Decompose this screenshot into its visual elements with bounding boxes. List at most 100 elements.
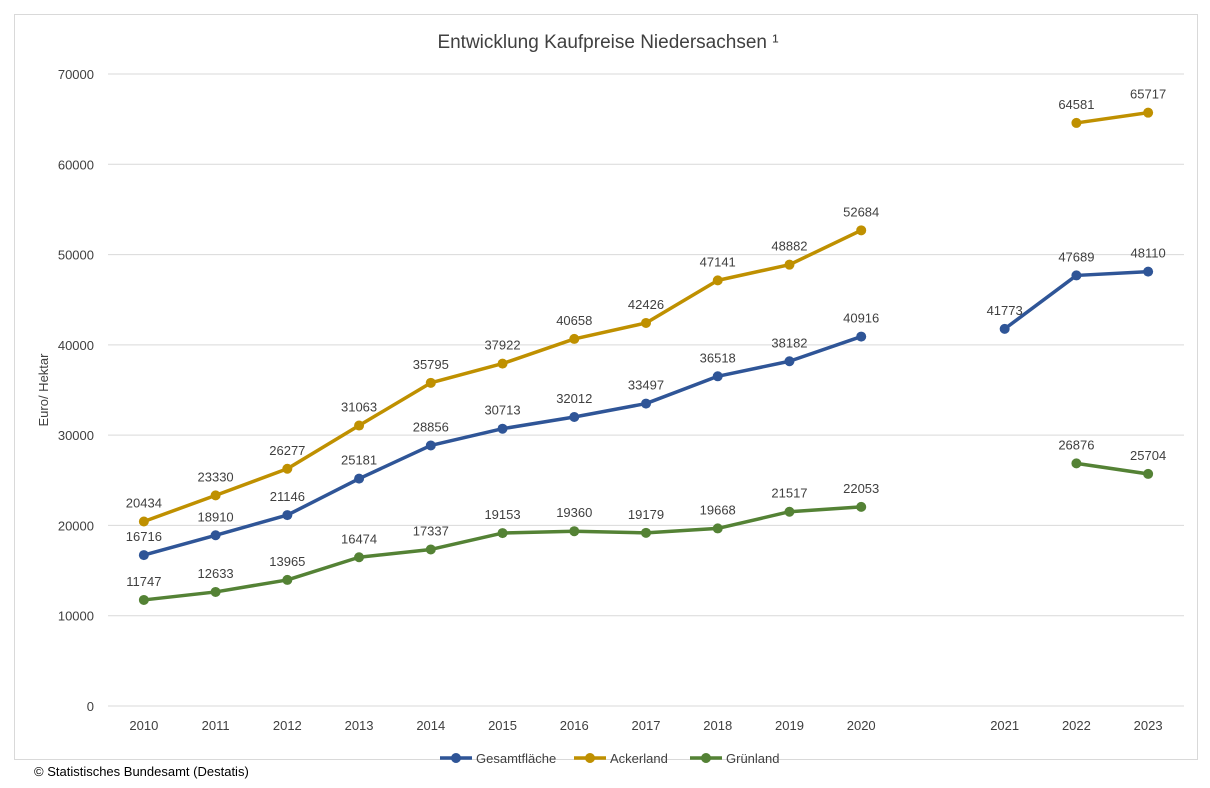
data-point (1143, 107, 1154, 118)
data-label: 12633 (198, 566, 234, 581)
data-point (569, 411, 580, 422)
data-point (712, 275, 723, 286)
y-tick-label: 0 (87, 699, 94, 714)
series-line-ackerland (1076, 110, 1149, 125)
data-point (425, 377, 436, 388)
y-tick-label: 60000 (58, 157, 94, 172)
data-label: 35795 (413, 357, 449, 372)
data-label: 19153 (484, 507, 520, 522)
data-label: 47141 (700, 254, 736, 269)
data-point (1143, 266, 1154, 277)
data-point (354, 420, 365, 431)
data-point (1071, 458, 1082, 469)
y-tick-label: 30000 (58, 428, 94, 443)
data-label: 33497 (628, 378, 664, 393)
data-label: 18910 (198, 509, 234, 524)
x-tick-label: 2021 (990, 718, 1019, 733)
data-point (1071, 270, 1082, 281)
x-tick-label: 2016 (560, 718, 589, 733)
data-label: 23330 (198, 469, 234, 484)
legend-swatch-marker (585, 753, 595, 763)
x-tick-label: 2014 (416, 718, 445, 733)
data-label: 21517 (771, 486, 807, 501)
y-tick-label: 20000 (58, 518, 94, 533)
data-label: 25704 (1130, 448, 1166, 463)
data-label: 19668 (700, 502, 736, 517)
y-tick-label: 70000 (58, 67, 94, 82)
data-point (210, 530, 221, 541)
series-line-grünland (1076, 461, 1149, 476)
source-credit: © Statistisches Bundesamt (Destatis) (34, 764, 249, 779)
data-point (856, 225, 867, 236)
data-point (999, 323, 1010, 334)
data-label: 40658 (556, 313, 592, 328)
data-point (282, 510, 293, 521)
data-point (425, 440, 436, 451)
x-tick-label: 2020 (847, 718, 876, 733)
data-point (425, 544, 436, 555)
data-label: 19179 (628, 507, 664, 522)
data-point (497, 423, 508, 434)
data-label: 26876 (1058, 437, 1094, 452)
data-point (784, 506, 795, 517)
data-point (282, 574, 293, 585)
data-point (138, 550, 149, 561)
data-point (569, 526, 580, 537)
x-tick-label: 2010 (129, 718, 158, 733)
data-label: 28856 (413, 419, 449, 434)
legend-label: Gesamtfläche (476, 751, 556, 766)
data-label: 42426 (628, 297, 664, 312)
data-point (497, 358, 508, 369)
data-point (282, 463, 293, 474)
data-label: 64581 (1058, 97, 1094, 112)
data-label: 65717 (1130, 87, 1166, 102)
x-tick-label: 2017 (632, 718, 661, 733)
data-label: 48882 (771, 239, 807, 254)
data-label: 21146 (270, 489, 305, 504)
y-tick-label: 50000 (58, 248, 94, 263)
x-tick-label: 2013 (345, 718, 374, 733)
series-line-gesamtfläche (143, 334, 862, 557)
data-label: 30713 (484, 403, 520, 418)
data-label: 37922 (484, 338, 520, 353)
data-point (856, 501, 867, 512)
x-tick-label: 2015 (488, 718, 517, 733)
x-tick-label: 2022 (1062, 718, 1091, 733)
data-label: 16716 (126, 529, 162, 544)
data-point (569, 333, 580, 344)
legend-swatch-marker (451, 753, 461, 763)
y-tick-label: 40000 (58, 338, 94, 353)
data-point (641, 398, 651, 409)
data-label: 41773 (987, 303, 1023, 318)
data-label: 32012 (556, 391, 592, 406)
data-point (784, 356, 795, 367)
data-point (641, 317, 651, 328)
data-label: 25181 (341, 453, 377, 468)
data-label: 47689 (1058, 249, 1094, 264)
data-label: 17337 (413, 523, 449, 538)
data-point (784, 259, 795, 270)
data-point (712, 523, 723, 534)
data-point (1071, 117, 1082, 128)
data-label: 19360 (556, 505, 592, 520)
data-point (210, 586, 221, 597)
data-label: 16474 (341, 531, 377, 546)
data-point (354, 473, 365, 484)
data-label: 31063 (341, 400, 377, 415)
x-tick-label: 2011 (202, 718, 230, 733)
chart-title: Entwicklung Kaufpreise Niedersachsen ¹ (437, 32, 778, 53)
data-point (210, 490, 221, 501)
data-label: 40916 (843, 311, 879, 326)
data-label: 36518 (700, 350, 736, 365)
data-point (1143, 468, 1154, 479)
data-label: 52684 (843, 204, 879, 219)
data-point (856, 331, 867, 342)
data-label: 22053 (843, 481, 879, 496)
data-label: 13965 (269, 554, 305, 569)
x-tick-label: 2019 (775, 718, 804, 733)
data-point (138, 594, 149, 605)
data-point (354, 552, 365, 563)
y-axis-label: Euro/ Hektar (36, 353, 51, 427)
data-point (712, 371, 723, 382)
